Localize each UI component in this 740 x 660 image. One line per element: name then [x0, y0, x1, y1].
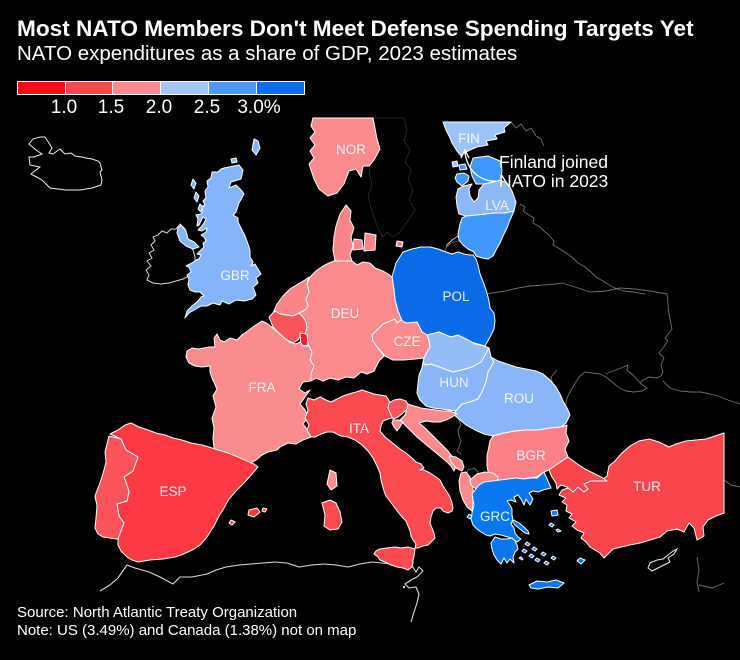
svg-text:TUR: TUR	[633, 479, 661, 494]
svg-text:GRC: GRC	[480, 509, 510, 524]
svg-text:ESP: ESP	[159, 484, 186, 499]
svg-text:FRA: FRA	[249, 380, 276, 395]
svg-text:POL: POL	[442, 289, 470, 304]
svg-text:ITA: ITA	[349, 421, 369, 436]
svg-text:DEU: DEU	[331, 306, 360, 321]
svg-text:CZE: CZE	[394, 334, 421, 349]
svg-text:FIN: FIN	[458, 131, 480, 146]
svg-text:GBR: GBR	[220, 268, 250, 283]
svg-text:ROU: ROU	[504, 391, 534, 406]
svg-text:BGR: BGR	[516, 448, 546, 463]
svg-text:LVA: LVA	[485, 198, 509, 213]
svg-text:NOR: NOR	[336, 142, 366, 157]
svg-text:HUN: HUN	[439, 375, 468, 390]
